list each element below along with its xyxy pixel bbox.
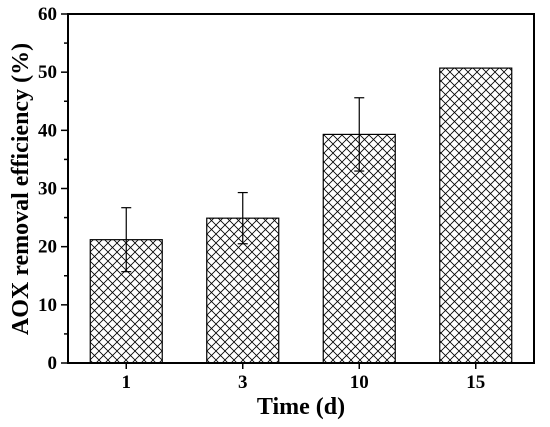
error-bar-3 — [237, 191, 248, 245]
y-tick-label-50: 50 — [38, 62, 57, 83]
y-tick-label-60: 60 — [38, 4, 57, 25]
y-tick-label-20: 20 — [38, 237, 57, 258]
error-bars — [121, 97, 365, 273]
y-tick-label-30: 30 — [38, 179, 57, 200]
x-tick-label-1: 1 — [122, 372, 132, 393]
x-tick-label-10: 10 — [350, 372, 369, 393]
y-tick-label-40: 40 — [38, 120, 57, 141]
x-axis-ticks: 1 3 10 15 — [122, 363, 485, 393]
y-axis-ticks: 0 10 20 30 40 50 60 — [38, 4, 68, 374]
x-tick-label-3: 3 — [238, 372, 248, 393]
x-axis-title: Time (d) — [257, 394, 345, 420]
bar-15 — [439, 67, 513, 364]
error-bar-1 — [121, 207, 132, 273]
y-tick-label-10: 10 — [38, 295, 57, 316]
y-tick-label-0: 0 — [48, 353, 58, 374]
bars — [89, 67, 513, 364]
error-bar-10 — [354, 97, 365, 172]
y-axis-title: AOX removal efficiency (%) — [8, 43, 34, 335]
x-tick-label-15: 15 — [466, 372, 485, 393]
